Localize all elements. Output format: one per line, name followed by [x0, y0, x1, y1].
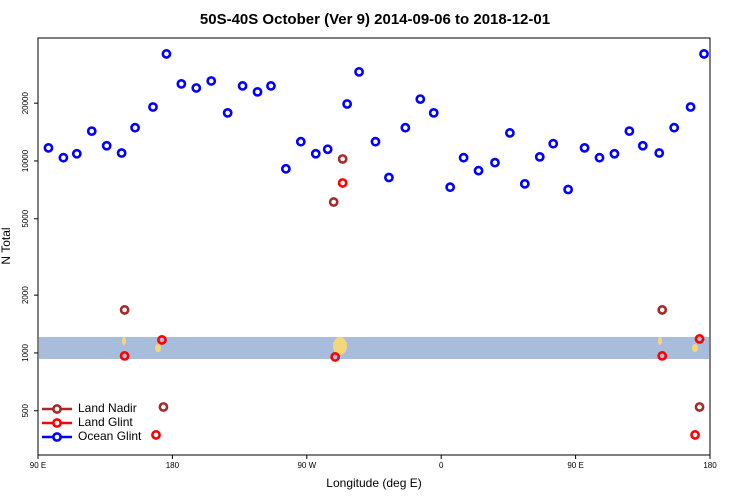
legend-label: Ocean Glint: [78, 429, 142, 443]
data-point: [490, 157, 500, 168]
legend-label: Land Glint: [78, 415, 133, 429]
legend-marker: [52, 404, 62, 414]
data-point: [458, 152, 469, 163]
data-point: [206, 76, 217, 86]
ocean-strip: [39, 337, 709, 359]
data-point: [699, 49, 709, 59]
data-point: [130, 122, 140, 133]
data-point: [119, 305, 130, 315]
data-point: [337, 178, 348, 188]
data-point: [342, 99, 353, 109]
data-point: [519, 178, 530, 189]
data-point: [685, 102, 696, 112]
data-point: [657, 351, 668, 361]
y-tick-label: 10000: [21, 149, 30, 172]
land-strip: [692, 344, 698, 352]
data-point: [101, 140, 112, 151]
y-tick-label: 5000: [21, 209, 30, 227]
data-point: [157, 335, 167, 345]
data-point: [58, 152, 69, 163]
data-point: [657, 305, 668, 315]
y-tick-label: 2000: [21, 286, 30, 304]
land-strip: [658, 337, 662, 345]
data-point: [548, 138, 559, 149]
x-tick-label: 180: [166, 461, 180, 470]
x-tick-label: 180: [703, 461, 717, 470]
data-point: [280, 163, 291, 174]
data-point: [354, 67, 364, 77]
y-tick-label: 20000: [21, 91, 30, 114]
data-point: [624, 126, 635, 137]
land-strip: [155, 344, 161, 352]
data-point: [415, 94, 426, 104]
data-point: [579, 142, 590, 153]
x-tick-label: 90 W: [297, 461, 316, 470]
data-point: [252, 86, 263, 97]
data-point: [694, 402, 705, 412]
data-point: [337, 154, 348, 164]
data-point: [669, 122, 680, 133]
data-point: [222, 107, 233, 118]
x-axis-label: Longitude (deg E): [326, 476, 421, 490]
data-point: [428, 107, 439, 118]
data-point: [654, 148, 665, 158]
x-tick-label: 0: [439, 461, 444, 470]
data-point: [191, 83, 202, 93]
land-strip: [122, 337, 126, 345]
data-point: [237, 81, 248, 91]
data-point: [266, 81, 276, 91]
plot-frame: [37, 37, 711, 456]
data-point: [71, 148, 82, 159]
data-point: [295, 136, 306, 147]
data-point: [400, 122, 411, 133]
data-point: [370, 136, 381, 147]
legend-label: Land Nadir: [78, 401, 137, 415]
y-axis-label: N Total: [0, 227, 13, 264]
data-point: [148, 102, 158, 112]
data-point: [176, 78, 187, 89]
x-tick-label: 90 E: [567, 461, 583, 470]
map-strip: [39, 337, 709, 359]
data-point: [43, 142, 54, 153]
data-point: [158, 402, 169, 412]
data-point: [330, 352, 341, 362]
data-point: [161, 49, 172, 59]
data-point: [563, 184, 574, 195]
data-point: [445, 182, 456, 193]
data-point: [690, 430, 700, 440]
data-point: [473, 165, 484, 176]
data-point: [328, 197, 339, 207]
legend-marker: [52, 432, 62, 442]
y-tick-label: 1000: [21, 343, 30, 361]
land-strip: [333, 337, 347, 355]
data-point: [637, 140, 648, 151]
data-point: [116, 148, 127, 158]
data-point: [534, 151, 545, 162]
data-point: [310, 148, 321, 159]
data-point: [609, 148, 620, 159]
data-point: [119, 351, 130, 361]
data-point: [86, 126, 97, 137]
data-point: [594, 152, 605, 163]
data-point: [322, 144, 333, 155]
data-point: [151, 430, 161, 440]
x-tick-label: 90 E: [30, 461, 46, 470]
legend-marker: [52, 418, 62, 428]
data-point: [694, 334, 705, 344]
chart-title: 50S-40S October (Ver 9) 2014-09-06 to 20…: [200, 11, 550, 28]
data-point: [504, 128, 515, 138]
data-point: [384, 172, 394, 183]
y-tick-label: 500: [21, 404, 30, 418]
